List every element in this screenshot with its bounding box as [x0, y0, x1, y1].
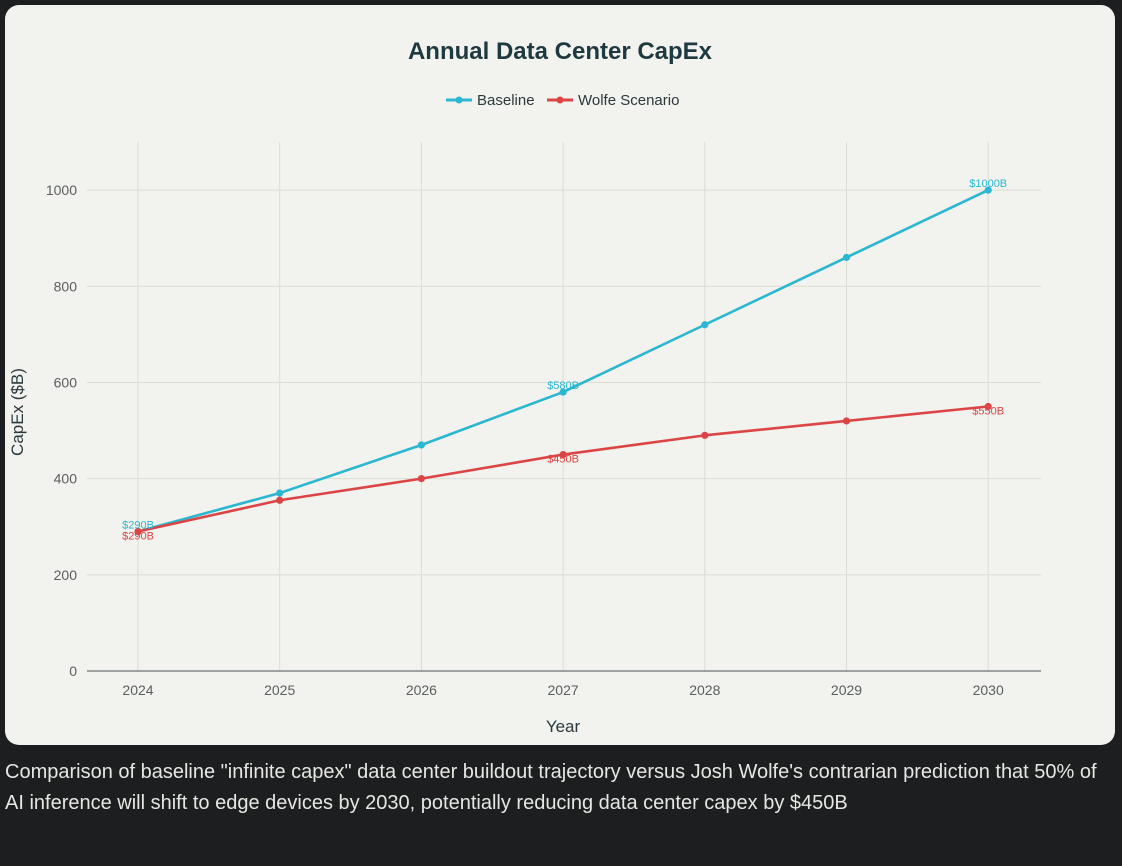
point-baseline-2029 — [842, 253, 851, 262]
point-wolfe-2028 — [701, 431, 709, 439]
data-label-wolfe-2030: $550B — [972, 406, 1004, 418]
point-wolfe-2026 — [417, 475, 425, 483]
x-tick-label-2030: 2030 — [973, 682, 1004, 698]
point-baseline-2025 — [276, 489, 284, 497]
data-label-baseline-2030: $1000B — [969, 178, 1007, 190]
legend-marker-baseline — [455, 96, 463, 104]
x-tick-label-2028: 2028 — [689, 682, 720, 698]
plot-area — [134, 186, 992, 536]
legend[interactable]: Baseline Wolfe Scenario — [446, 92, 679, 109]
grid — [87, 142, 1041, 671]
point-wolfe-2027 — [559, 450, 567, 459]
point-wolfe-2029 — [842, 417, 851, 425]
legend-marker-wolfe — [556, 96, 564, 104]
x-tick-label-2025: 2025 — [264, 682, 295, 698]
legend-item-wolfe[interactable]: Wolfe Scenario — [547, 92, 679, 109]
axes: 0 200 400 600 800 1000 2024 2025 2026 2027 2028 202… — [46, 182, 1041, 698]
x-tick-label-2024: 2024 — [122, 682, 153, 698]
legend-item-baseline[interactable]: Baseline — [446, 92, 535, 109]
y-tick-label-800: 800 — [54, 278, 78, 294]
data-label-baseline-2024: $290B — [122, 520, 154, 532]
data-labels: $290B $580B $1000B $290B $450B $550B — [122, 178, 1007, 542]
point-wolfe-2030 — [984, 402, 992, 411]
point-wolfe-2025 — [276, 496, 284, 504]
x-tick-label-2027: 2027 — [548, 682, 579, 698]
data-label-wolfe-2024: $290B — [122, 531, 154, 543]
figure-caption: Comparison of baseline "infinite capex" … — [5, 761, 1097, 814]
y-tick-label-1000: 1000 — [46, 182, 77, 198]
line-chart: Annual Data Center CapEx Baseline Wolfe … — [8, 38, 1041, 736]
chart-card: Annual Data Center CapEx Baseline Wolfe … — [5, 5, 1115, 745]
x-tick-label-2026: 2026 — [406, 682, 437, 698]
y-axis-title: CapEx ($B) — [8, 368, 27, 456]
y-tick-label-200: 200 — [54, 567, 78, 583]
chart-title: Annual Data Center CapEx — [408, 38, 713, 65]
point-baseline-2030 — [984, 186, 992, 194]
x-tick-label-2029: 2029 — [831, 682, 862, 698]
data-label-wolfe-2027: $450B — [547, 454, 579, 466]
legend-label-wolfe: Wolfe Scenario — [578, 92, 679, 109]
legend-label-baseline: Baseline — [477, 92, 535, 109]
x-axis-title: Year — [546, 717, 581, 736]
y-tick-label-400: 400 — [54, 471, 78, 487]
point-baseline-2027 — [559, 388, 567, 396]
y-tick-label-600: 600 — [54, 374, 78, 390]
point-wolfe-2024 — [134, 527, 142, 536]
point-baseline-2026 — [417, 441, 425, 449]
data-label-baseline-2027: $580B — [547, 380, 579, 392]
point-baseline-2028 — [701, 321, 709, 329]
y-tick-label-0: 0 — [69, 663, 77, 679]
